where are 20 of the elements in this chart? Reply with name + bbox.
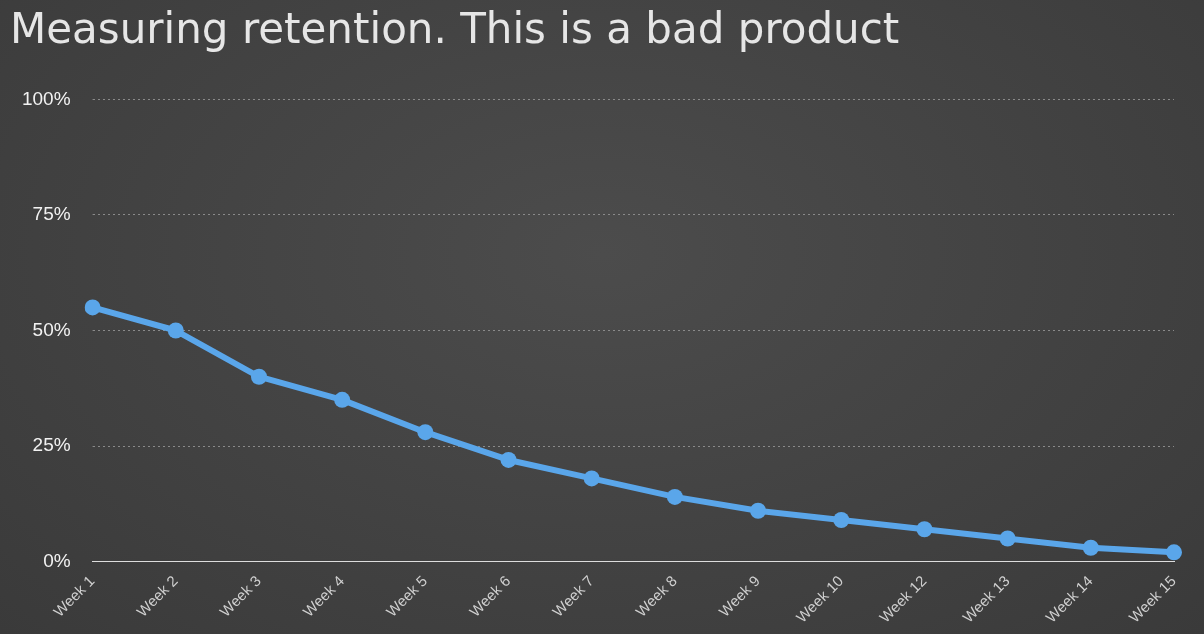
- point: [167, 322, 184, 339]
- point: [334, 391, 351, 408]
- chart-title: Measuring retention. This is a bad product: [10, 4, 900, 53]
- y-tick-label: 25%: [32, 434, 71, 456]
- y-tick-label: 0%: [43, 549, 71, 571]
- point: [1082, 539, 1099, 556]
- y-tick-label: 75%: [32, 203, 71, 225]
- point: [750, 502, 767, 519]
- point: [250, 368, 267, 385]
- point: [500, 451, 517, 468]
- y-tick-label: 100%: [21, 87, 71, 109]
- point: [583, 470, 600, 487]
- point: [417, 424, 434, 441]
- point: [833, 512, 850, 529]
- point: [999, 530, 1016, 547]
- y-tick-label: 50%: [32, 318, 71, 340]
- point: [1166, 544, 1182, 561]
- point: [916, 521, 933, 538]
- point: [84, 299, 101, 316]
- point: [666, 488, 683, 505]
